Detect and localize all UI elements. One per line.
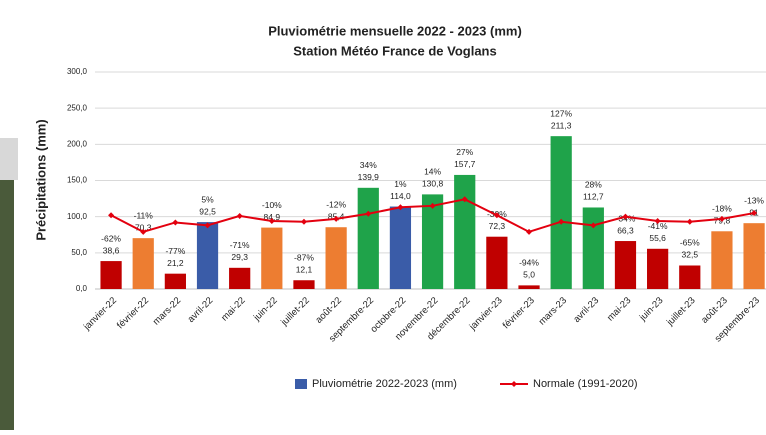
percent-label: -18% [712,204,732,214]
value-label: 211,3 [551,120,572,130]
percent-label: -10% [262,200,282,210]
percent-label: 34% [360,160,377,170]
value-label: 139,9 [358,172,380,182]
bar [583,207,604,289]
side-strip [0,138,18,180]
bar [100,261,121,289]
y-tick-label: 0,0 [76,284,88,293]
value-label: 114,0 [390,191,411,201]
percent-label: 28% [585,180,602,190]
legend-swatch [295,379,307,389]
value-label: 29,3 [231,252,248,262]
value-label: 55,6 [649,233,666,243]
bar [326,227,347,289]
chart-title: Pluviométrie mensuelle 2022 - 2023 (mm) [268,23,522,38]
percent-label: 14% [424,167,441,177]
bar [711,231,732,289]
bar [390,207,411,289]
bar [293,280,314,289]
percent-label: -62% [101,233,121,243]
bar [261,228,282,289]
chart-subtitle: Station Météo France de Voglans [293,43,496,58]
bar [165,274,186,289]
value-label: 5,0 [523,270,535,280]
bar [486,237,507,289]
bar [551,136,572,289]
background [0,0,766,430]
legend-label: Normale (1991-2020) [533,378,638,390]
y-tick-label: 50,0 [71,248,87,257]
percent-label: 1% [394,179,407,189]
bar [518,285,539,289]
value-label: 92,5 [199,206,216,216]
percent-label: 27% [456,147,473,157]
percent-label: -71% [230,240,250,250]
y-tick-label: 100,0 [67,212,88,221]
bar [647,249,668,289]
bar [133,238,154,289]
value-label: 112,7 [583,192,604,202]
percent-label: -11% [134,210,154,220]
y-tick-label: 150,0 [67,176,88,185]
bar [454,175,475,289]
bar [229,268,250,289]
legend-label: Pluviométrie 2022-2023 (mm) [312,378,457,390]
bar [197,222,218,289]
percent-label: -77% [165,246,185,256]
percent-label: 5% [201,194,214,204]
percent-label: -65% [680,238,700,248]
bar [743,223,764,289]
y-tick-label: 250,0 [67,103,88,112]
percent-label: -12% [326,199,346,209]
y-tick-label: 300,0 [67,67,88,76]
bar [358,188,379,289]
bar [615,241,636,289]
value-label: 38,6 [103,245,120,255]
side-photo [0,180,14,430]
percent-label: 127% [550,108,572,118]
value-label: 72,3 [489,221,506,231]
percent-label: -87% [294,252,314,262]
value-label: 157,7 [454,159,476,169]
chart: Pluviométrie mensuelle 2022 - 2023 (mm) … [0,0,766,430]
bar [679,265,700,289]
value-label: 21,2 [167,258,184,268]
value-label: 32,5 [682,250,699,260]
y-axis-title: Précipitations (mm) [33,119,48,240]
value-label: 12,1 [296,264,313,274]
percent-label: -13% [744,195,764,205]
percent-label: -94% [519,258,539,268]
value-label: 130,8 [422,179,444,189]
value-label: 66,3 [617,225,634,235]
y-tick-label: 200,0 [67,139,88,148]
